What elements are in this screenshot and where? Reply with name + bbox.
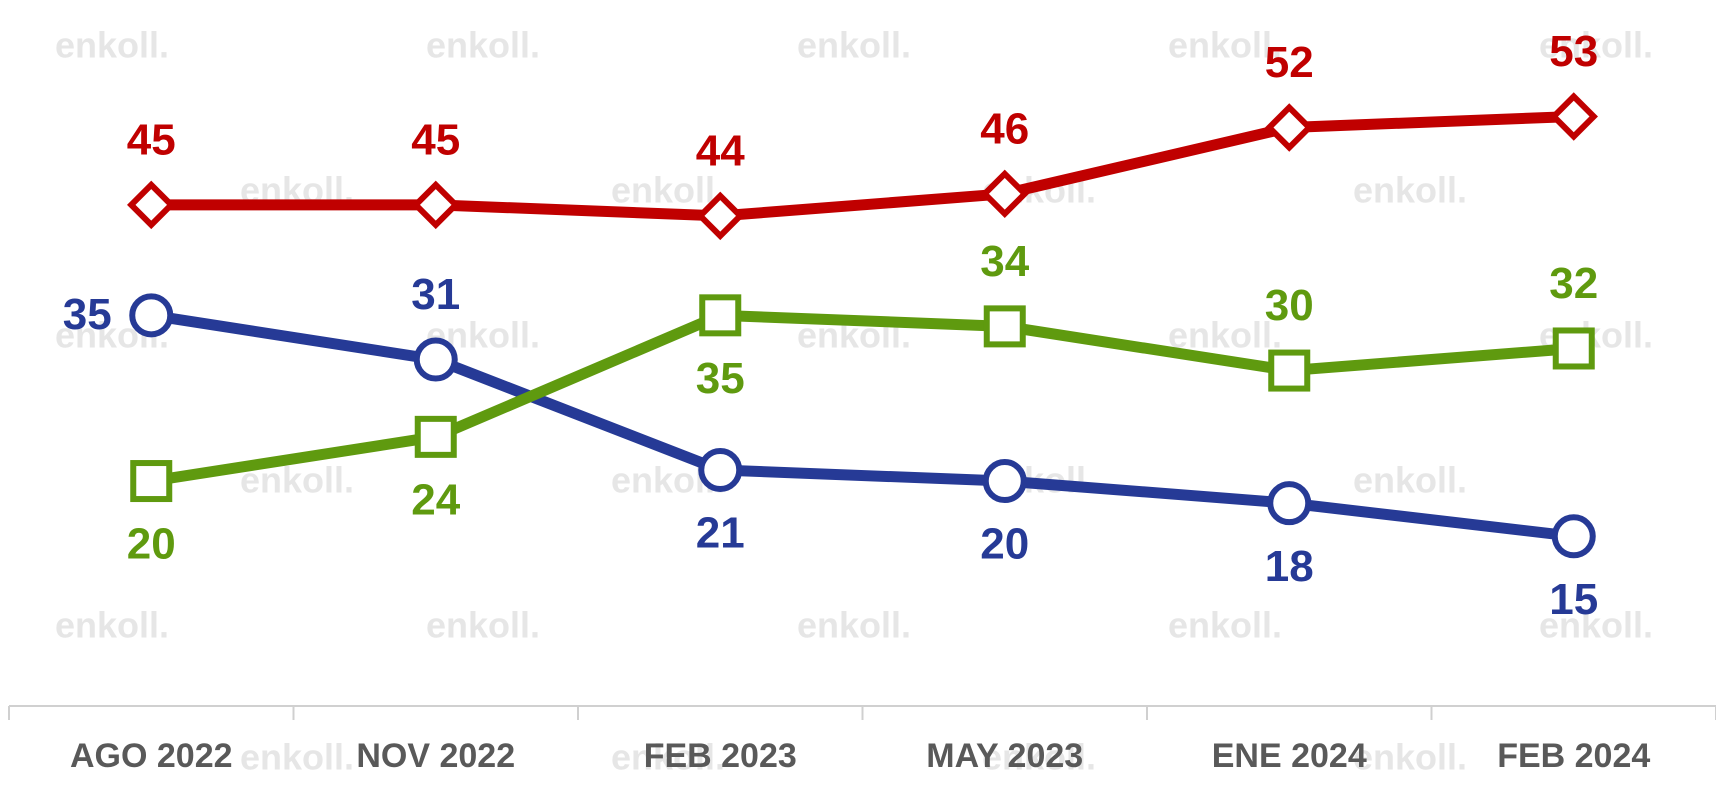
data-label: 35: [696, 354, 745, 403]
marker: [411, 180, 460, 230]
data-label: 53: [1549, 27, 1598, 76]
data-label: 15: [1549, 575, 1598, 624]
marker: [130, 460, 173, 503]
marker: [414, 415, 457, 458]
series-line: [150, 309, 1575, 542]
x-tick-label: NOV 2022: [356, 737, 515, 775]
marker: [696, 191, 745, 241]
x-tick-label: MAY 2023: [926, 737, 1083, 775]
watermark: enkoll.: [611, 737, 725, 778]
data-label: 45: [411, 115, 460, 164]
watermark: enkoll.: [1168, 315, 1282, 356]
data-label: 30: [1265, 281, 1314, 330]
marker: [413, 337, 458, 382]
marker: [1267, 481, 1312, 526]
data-label: 31: [411, 270, 460, 319]
x-tick-label: FEB 2024: [1497, 737, 1650, 775]
data-label: 35: [63, 290, 112, 339]
marker: [982, 459, 1027, 504]
data-label: 45: [127, 115, 176, 164]
x-tick-label: AGO 2022: [70, 737, 233, 775]
x-tick-label: ENE 2024: [1212, 737, 1367, 775]
data-label: 20: [980, 520, 1029, 569]
marker: [1551, 514, 1596, 559]
marker: [1265, 103, 1314, 152]
data-label: 52: [1265, 38, 1314, 87]
x-tick-label: FEB 2023: [644, 737, 797, 775]
data-label: 24: [411, 475, 460, 524]
marker: [1552, 327, 1595, 370]
data-label: 46: [980, 104, 1029, 153]
marker: [1549, 92, 1598, 141]
watermark: enkoll.: [611, 170, 725, 211]
watermark: enkoll.: [1539, 25, 1653, 66]
watermark: enkoll.: [55, 605, 169, 646]
data-label: 32: [1549, 259, 1598, 308]
data-label: 21: [696, 509, 745, 558]
marker: [699, 294, 742, 337]
watermark: enkoll.: [55, 25, 169, 66]
watermark: enkoll.: [1353, 170, 1467, 211]
data-label: 20: [127, 520, 176, 569]
watermark: enkoll.: [426, 605, 540, 646]
watermark: enkoll.: [426, 25, 540, 66]
watermark: enkoll.: [1168, 605, 1282, 646]
marker: [1268, 349, 1311, 392]
watermark: enkoll.: [797, 25, 911, 66]
watermark: enkoll.: [1353, 460, 1467, 501]
watermark: enkoll.: [797, 605, 911, 646]
marker: [698, 448, 743, 492]
watermark: enkoll.: [1168, 25, 1282, 66]
marker: [980, 169, 1029, 219]
watermark: enkoll.: [1539, 605, 1653, 646]
data-label: 18: [1265, 542, 1314, 591]
marker: [983, 305, 1026, 348]
marker: [129, 293, 174, 338]
marker: [127, 180, 176, 230]
watermark: enkoll.: [240, 737, 354, 778]
series-line: [151, 110, 1574, 222]
data-label: 44: [696, 127, 745, 176]
data-label: 34: [980, 237, 1029, 286]
series-line: [150, 309, 1575, 487]
watermark: enkoll.: [982, 737, 1096, 778]
watermark: enkoll.: [1353, 737, 1467, 778]
